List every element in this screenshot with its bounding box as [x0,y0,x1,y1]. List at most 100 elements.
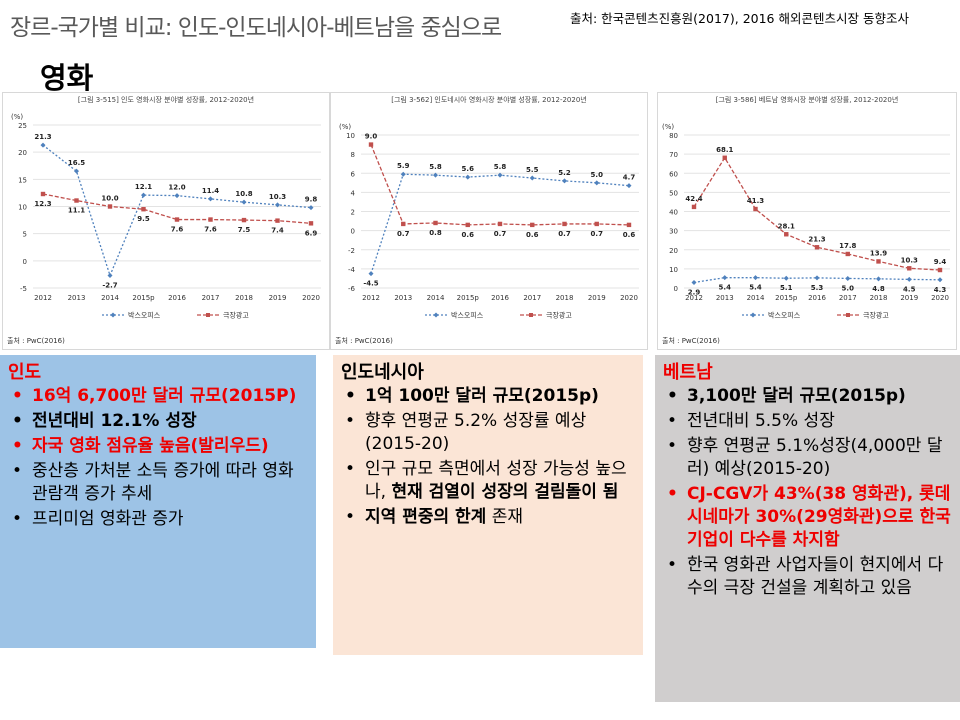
data-label: 0.8 [429,229,442,237]
list-item: 한국 영화관 사업자들이 현지에서 다수의 극장 건설을 계획하고 있음 [663,554,952,600]
list-item: 3,100만 달러 규모(2015p) [663,385,952,408]
legend-marker [529,313,533,317]
data-point [433,220,438,226]
data-point [937,267,943,273]
data-point [876,259,881,264]
slide-title: 장르-국가별 비교: 인도-인도네시아-베트남을 중심으로 [10,15,502,41]
data-label: 5.1 [780,284,793,292]
data-point [562,178,567,184]
chart-caption: [그림 3-515] 인도 영화시장 분야별 성장률, 2012-2020년 [77,96,255,104]
data-point [691,204,697,210]
data-label: 5.0 [591,171,604,179]
data-label: 0.7 [591,230,604,238]
data-label: 10.3 [269,193,286,201]
data-point [174,217,180,222]
list-item-text: 존재 [486,507,524,527]
chart-caption: [그림 3-562] 인도네시아 영화시장 분야별 성장률, 2012-2020… [391,96,587,104]
data-label: 5.4 [719,284,732,292]
list-item: 전년대비 12.1% 성장 [8,410,308,433]
y-tick-label: 30 [669,228,678,236]
list-item: 지역 편중의 한계 존재 [341,506,635,529]
data-label: 0.7 [397,230,410,238]
data-point [107,273,113,279]
legend-label: 박스오피스 [768,311,801,320]
data-point [594,180,600,186]
list-item-emphasis: 지역 편중의 한계 [365,507,487,527]
data-point [368,142,374,147]
data-point [275,218,280,223]
panel-india: 인도 16억 6,700만 달러 규모(2015P) 전년대비 12.1% 성장… [0,355,316,648]
data-label: 7.4 [271,227,284,235]
data-label: 0.6 [526,231,539,239]
x-tick-label: 2015p [775,294,798,302]
data-point [401,221,406,227]
x-tick-label: 2019 [269,294,287,302]
data-point [722,155,727,160]
data-label: 16.5 [68,159,85,167]
x-tick-label: 2016 [168,294,186,302]
data-label: 4.8 [872,285,885,293]
data-point [40,142,46,148]
data-label: 9.4 [934,258,947,266]
x-tick-label: 2019 [900,294,918,302]
data-point [141,207,146,212]
chart-indonesia-plot: (%) -6 -4 -2 0 2 4 6 8 10 2012 2013 2014 2015p 2016 201… [339,123,639,320]
data-label: 0.7 [558,230,571,238]
data-point [814,245,820,250]
panel-title: 베트남 [663,362,713,383]
data-point [594,221,599,227]
data-label: 2.9 [688,288,701,296]
y-tick-label: 70 [669,151,678,159]
x-tick-label: 2012 [685,294,703,302]
data-point [308,205,314,211]
data-point [241,199,247,205]
y-tick-label: 20 [18,149,27,157]
y-tick-label: 0 [674,285,678,293]
x-tick-label: 2014 [747,294,765,302]
list-item: 16억 6,700만 달러 규모(2015P) [8,385,308,408]
data-point [783,275,789,281]
chart-indonesia: [그림 3-562] 인도네시아 영화시장 분야별 성장률, 2012-2020… [330,92,648,350]
data-point [74,198,79,203]
x-tick-label: 2012 [34,294,52,302]
y-tick-label: 0 [23,258,27,266]
data-point [275,202,280,208]
panel-title: 인도 [8,362,42,383]
data-point [208,217,213,222]
data-label: 6.9 [305,229,318,237]
data-label: 21.3 [34,133,51,141]
data-point [562,221,567,227]
x-tick-label: 2017 [202,294,220,302]
series-line [42,193,312,224]
list-item: 전년대비 5.5% 성장 [663,410,952,433]
data-point [40,191,46,197]
data-label: -4.5 [363,280,378,288]
legend-label: 박스오피스 [451,311,484,320]
data-label: 7.6 [204,226,217,234]
x-tick-label: 2016 [808,294,826,302]
legend-label: 극장광고 [223,311,249,320]
x-tick-label: 2015p [132,294,155,302]
x-tick-label: 2020 [931,294,949,302]
data-point [691,279,697,285]
data-point [722,275,728,281]
x-tick-label: 2018 [235,294,253,302]
data-label: 9.5 [137,215,150,223]
chart-india: [그림 3-515] 인도 영화시장 분야별 성장률, 2012-2020년 (… [2,92,330,350]
panel-title: 인도네시아 [341,362,424,383]
chart-source: 출처 : PwC(2016) [335,337,393,345]
x-tick-label: 2014 [101,294,119,302]
data-label: 4.3 [934,286,947,294]
data-point [876,276,881,282]
list-item: 향후 연평균 5.1%성장(4,000만 달러) 예상(2015-20) [663,435,952,481]
data-point [433,172,438,178]
data-point [626,183,632,189]
list-item: 인구 규모 측면에서 성장 가능성 높으나, 현재 검열이 성장의 걸림돌이 됨 [341,458,635,504]
data-point [845,275,851,281]
data-point [141,192,146,198]
x-tick-label: 2012 [362,294,380,302]
panel-vietnam: 베트남 3,100만 달러 규모(2015p) 전년대비 5.5% 성장 향후 … [655,355,960,702]
data-point [784,232,789,237]
data-point [465,222,470,228]
x-tick-label: 2014 [427,294,445,302]
